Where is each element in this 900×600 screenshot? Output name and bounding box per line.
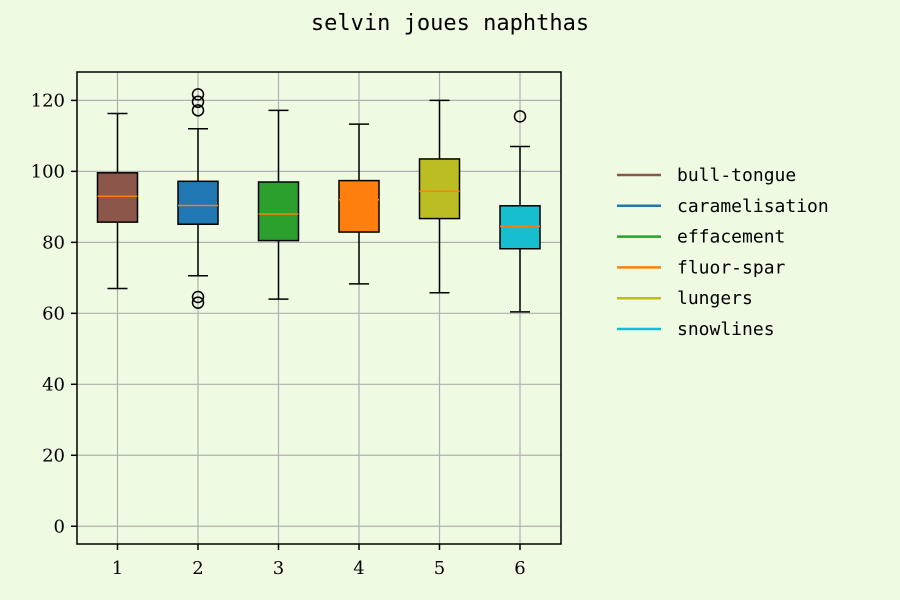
outlier-point [191,95,205,109]
box-group-effacement [257,109,300,300]
legend-label: effacement [677,227,785,248]
legend-item-caramelisation: caramelisation [617,196,829,217]
legend-item-bull-tongue: bull-tongue [617,165,796,186]
y-tick-label: 120 [31,90,65,111]
tick-labels: 0 20 40 60 80 100 120 1 2 3 4 5 6 [31,90,526,579]
box-iqr [177,180,219,225]
legend-label: lungers [677,288,753,309]
y-tick-label: 0 [54,516,65,537]
legend-item-fluor-spar: fluor-spar [617,257,786,278]
outlier-point [191,88,205,101]
box-group-bull-tongue [96,112,139,290]
x-tick-label: 1 [112,558,123,579]
plot-area-frame [76,71,562,545]
box-group-lungers [418,99,461,294]
outlier-point [191,290,205,304]
boxes [96,88,541,313]
y-tick-label: 100 [31,161,65,182]
x-tick-label: 2 [192,558,203,579]
x-tick-label: 5 [434,558,445,579]
y-tick-label: 40 [42,374,65,395]
box-group-snowlines [499,110,541,313]
legend-label: caramelisation [677,196,829,217]
legend-item-lungers: lungers [617,288,753,309]
outlier-point [191,104,205,117]
legend-label: fluor-spar [677,257,786,278]
box-iqr [499,205,541,250]
legend-item-effacement: effacement [617,227,785,248]
x-tick-label: 4 [353,558,364,579]
box-iqr [96,172,139,223]
chart-title: selvin joues naphthas [311,11,589,36]
legend: bull-tongue caramelisation effacement fluor… [617,165,829,340]
box-iqr [338,179,380,233]
outlier-point [513,110,527,123]
box-group-caramelisation [177,88,219,309]
box-iqr [257,181,300,242]
grid [77,72,561,544]
y-tick-label: 60 [42,303,65,324]
x-tick-label: 6 [514,558,525,579]
outlier-point [191,296,205,309]
y-tick-label: 20 [42,445,65,466]
y-tick-label: 80 [42,232,65,253]
legend-label: snowlines [677,319,775,340]
x-tick-label: 3 [273,558,284,579]
legend-label: bull-tongue [677,165,796,186]
legend-item-snowlines: snowlines [617,319,775,340]
box-iqr [418,158,461,220]
box-group-fluor-spar [338,123,380,285]
